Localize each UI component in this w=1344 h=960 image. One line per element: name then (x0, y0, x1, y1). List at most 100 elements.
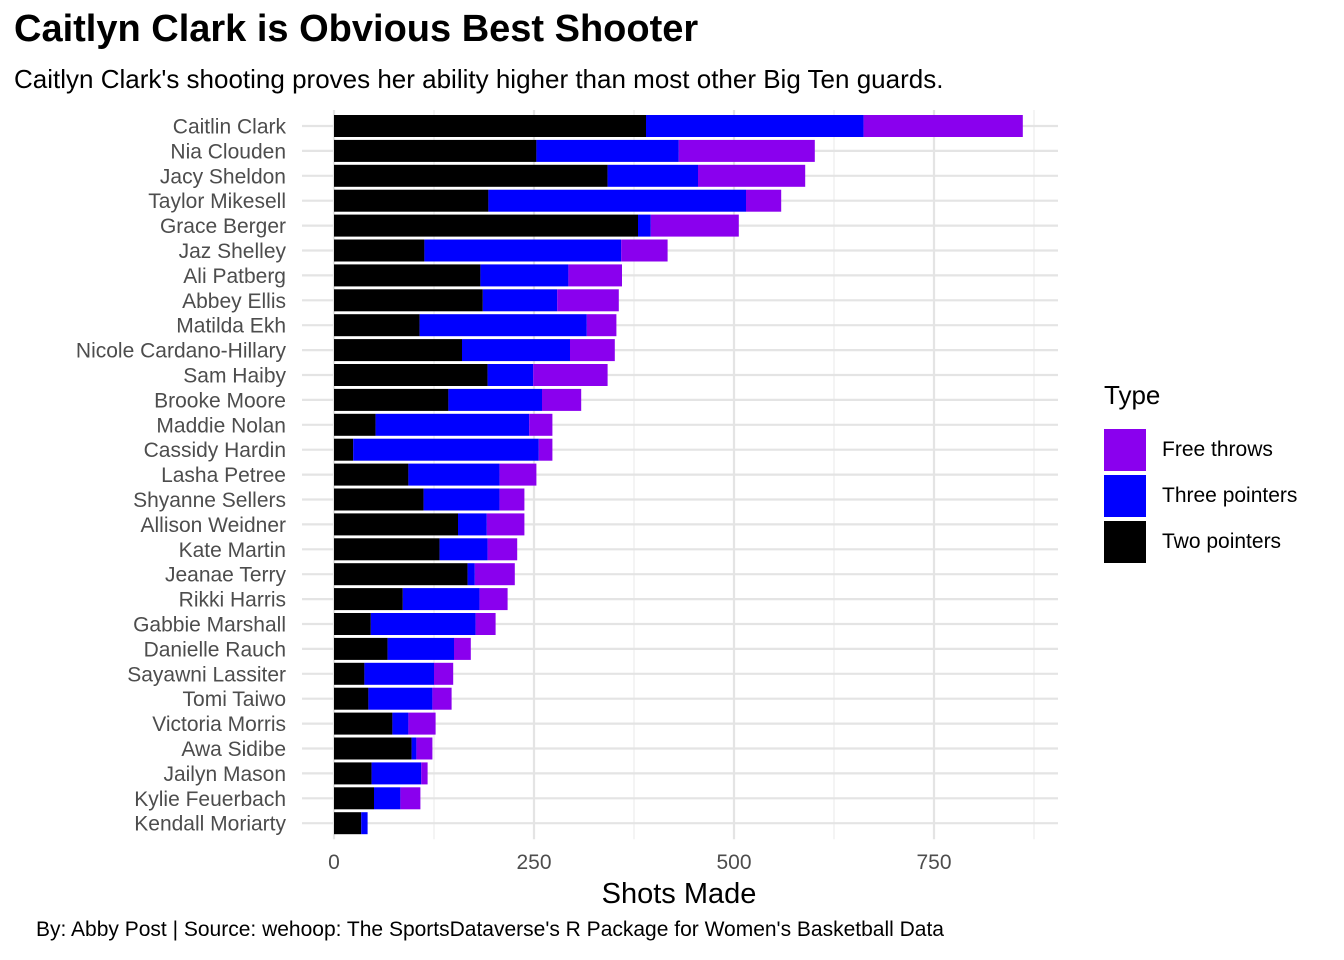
bar-two-pointers (334, 513, 458, 536)
legend-title: Type (1104, 380, 1161, 410)
bar-free-throws (408, 712, 436, 735)
y-tick-label: Caitlin Clark (173, 116, 287, 139)
bar-three-pointers (458, 513, 487, 536)
bar-two-pointers (334, 687, 369, 710)
bar-two-pointers (334, 588, 403, 611)
legend-item-three-pointers: Three pointers (1104, 473, 1297, 519)
bar-three-pointers (607, 164, 698, 187)
bar-two-pointers (334, 737, 412, 760)
y-tick-label: Matilda Ekh (176, 315, 286, 338)
bar-free-throws (568, 264, 622, 287)
bar-free-throws (487, 538, 518, 561)
bar-free-throws (533, 364, 608, 386)
legend-label: Three pointers (1162, 484, 1298, 507)
bar-two-pointers (334, 264, 481, 287)
bar-three-pointers (424, 239, 622, 262)
bar-three-pointers (419, 314, 587, 337)
bar-three-pointers (487, 364, 534, 386)
legend-key-three-pointers (1104, 475, 1146, 517)
bar-three-pointers (408, 463, 500, 486)
y-tick-label: Danielle Rauch (144, 638, 286, 661)
bar-free-throws (557, 289, 619, 312)
bar-free-throws (479, 588, 508, 611)
y-tick-label: Lasha Petree (161, 464, 286, 487)
bar-two-pointers (334, 239, 425, 262)
y-tick-label: Victoria Morris (152, 713, 286, 736)
y-tick-label: Grace Berger (160, 215, 286, 238)
bar-free-throws (529, 413, 553, 436)
bar-three-pointers (392, 712, 409, 735)
bar-two-pointers (334, 812, 362, 835)
y-tick-label: Sayawni Lassiter (127, 663, 286, 686)
bar-two-pointers (334, 413, 376, 436)
y-tick-label: Nicole Cardano-Hillary (76, 340, 287, 363)
bar-three-pointers (353, 438, 539, 461)
y-tick-label: Ali Patberg (183, 265, 286, 288)
legend: Type Free throws Three pointers Two poin… (1104, 380, 1297, 565)
bar-free-throws (698, 164, 806, 187)
bar-three-pointers (448, 388, 542, 411)
y-tick-label: Abbey Ellis (182, 290, 286, 313)
chart-caption: By: Abby Post | Source: wehoop: The Spor… (36, 918, 944, 941)
bar-two-pointers (334, 762, 372, 785)
x-axis-title: Shots Made (602, 878, 757, 910)
bar-three-pointers (370, 613, 476, 635)
y-tick-label: Jeanae Terry (165, 564, 287, 587)
y-tick-label: Jailyn Mason (163, 763, 286, 786)
bar-free-throws (542, 388, 582, 411)
bar-free-throws (499, 488, 525, 511)
bar-three-pointers (387, 637, 454, 660)
bar-free-throws (434, 662, 454, 685)
bar-two-pointers (334, 139, 537, 162)
y-tick-label: Sam Haiby (183, 365, 286, 388)
bar-two-pointers (334, 463, 409, 486)
bar-three-pointers (361, 812, 368, 835)
y-tick-label: Cassidy Hardin (144, 439, 286, 462)
bar-free-throws (400, 787, 421, 810)
y-tick-label: Kate Martin (179, 539, 286, 562)
y-tick-label: Brooke Moore (154, 389, 286, 412)
bar-free-throws (863, 115, 1023, 137)
bar-free-throws (570, 339, 615, 362)
bar-two-pointers (334, 189, 489, 212)
bar-two-pointers (334, 214, 638, 237)
bar-free-throws (416, 737, 433, 760)
legend-label: Free throws (1162, 438, 1273, 461)
x-tick-label: 750 (916, 851, 951, 874)
bar-free-throws (746, 189, 782, 212)
bar-free-throws (621, 239, 668, 262)
bar-three-pointers (375, 413, 530, 436)
legend-item-free-throws: Free throws (1104, 427, 1297, 473)
y-tick-label: Jaz Shelley (179, 240, 287, 263)
bar-three-pointers (439, 538, 488, 561)
bar-free-throws (486, 513, 525, 536)
x-tick-label: 250 (516, 851, 551, 874)
bar-two-pointers (334, 488, 424, 511)
bar-free-throws (586, 314, 617, 337)
bar-free-throws (650, 214, 739, 237)
bar-free-throws (432, 687, 452, 710)
y-tick-label: Rikki Harris (179, 589, 286, 612)
bar-free-throws (474, 563, 515, 586)
legend-item-two-pointers: Two pointers (1104, 519, 1297, 565)
y-tick-label: Allison Weidner (140, 514, 286, 537)
y-tick-label: Kendall Moriarty (134, 813, 286, 836)
bar-three-pointers (402, 588, 480, 611)
x-tick-label: 500 (716, 851, 751, 874)
bar-two-pointers (334, 164, 608, 187)
bar-two-pointers (334, 388, 449, 411)
bar-three-pointers (646, 115, 864, 137)
bar-two-pointers (334, 364, 488, 386)
y-tick-label: Nia Clouden (170, 140, 286, 163)
bar-three-pointers (423, 488, 500, 511)
bar-two-pointers (334, 438, 354, 461)
bar-two-pointers (334, 637, 388, 660)
bar-two-pointers (334, 787, 374, 810)
x-tick-label: 0 (328, 851, 340, 874)
x-axis-labels: 0 250 500 750 (328, 851, 951, 874)
bar-two-pointers (334, 314, 420, 337)
bar-three-pointers (482, 289, 558, 312)
bar-three-pointers (488, 189, 746, 212)
